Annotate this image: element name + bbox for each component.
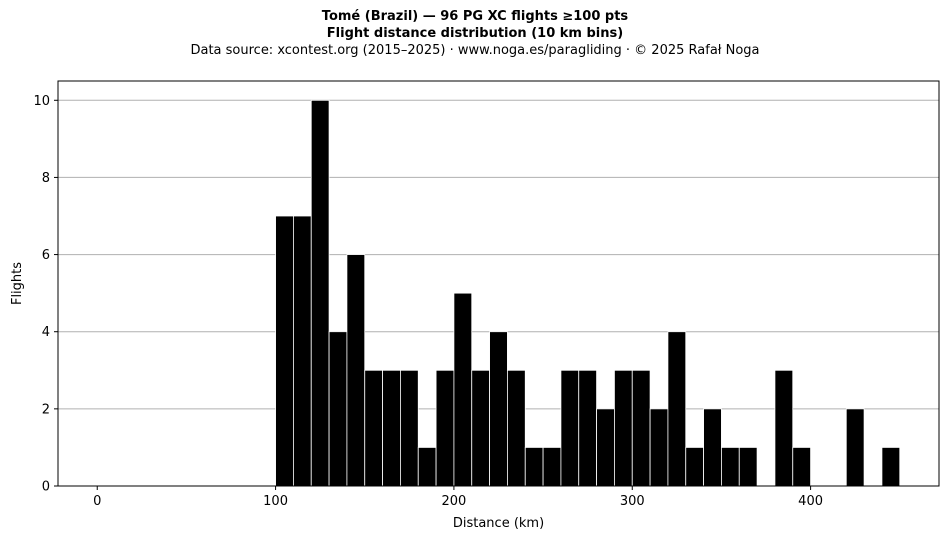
histogram-bar — [471, 369, 490, 487]
histogram-bar — [382, 369, 401, 487]
chart-title-block: Tomé (Brazil) — 96 PG XC flights ≥100 pt… — [0, 8, 950, 59]
y-tick-label: 4 — [42, 325, 50, 340]
histogram-bar — [703, 408, 722, 487]
histogram-bar — [400, 369, 419, 487]
x-tick-label: 200 — [442, 494, 467, 509]
histogram-bar — [649, 408, 669, 487]
histogram-bar — [578, 369, 597, 487]
x-tick-label: 0 — [93, 494, 101, 509]
chart-source: Data source: xcontest.org (2015–2025) · … — [190, 43, 760, 58]
x-tick-label: 100 — [263, 494, 288, 509]
chart-subtitle: Flight distance distribution (10 km bins… — [326, 26, 624, 41]
x-tick-label: 400 — [798, 494, 823, 509]
y-axis-ticks: 0 2 4 6 8 10 — [33, 94, 58, 495]
histogram-bar — [614, 369, 633, 487]
histogram-bar — [685, 447, 704, 487]
histogram-bar — [738, 447, 758, 487]
histogram-bar — [667, 331, 687, 487]
histogram-bar — [507, 369, 526, 487]
histogram-bar — [560, 369, 580, 487]
y-tick-label: 2 — [42, 402, 50, 417]
y-tick-label: 10 — [33, 94, 50, 109]
histogram-bar — [792, 447, 811, 487]
x-tick-label: 300 — [620, 494, 645, 509]
histogram-bar — [435, 369, 455, 487]
histogram-bar — [453, 292, 473, 487]
histogram-bar — [417, 447, 437, 487]
x-axis-label: Distance (km) — [453, 516, 544, 531]
y-axis-label: Flights — [10, 262, 25, 305]
histogram-bar — [774, 369, 794, 487]
histogram-bar — [596, 408, 615, 487]
y-tick-label: 8 — [42, 171, 50, 186]
histogram-bar — [489, 331, 508, 487]
histogram-bar — [721, 447, 740, 487]
histogram-bar — [310, 99, 330, 487]
histogram-bar — [542, 447, 562, 487]
histogram-bar — [881, 447, 901, 487]
x-axis-ticks: 0 100 200 300 400 — [93, 486, 823, 509]
histogram-bars — [275, 99, 901, 487]
histogram-bar — [845, 408, 865, 487]
histogram-bar — [631, 369, 651, 487]
histogram-bar — [346, 254, 366, 487]
histogram-bar — [293, 215, 312, 487]
histogram-bar — [328, 331, 348, 487]
chart-title: Tomé (Brazil) — 96 PG XC flights ≥100 pt… — [321, 9, 629, 24]
histogram-bar — [524, 447, 544, 487]
y-tick-label: 6 — [42, 248, 50, 263]
plot-frame — [57, 80, 940, 487]
histogram-bar — [364, 369, 383, 487]
y-tick-label: 0 — [42, 480, 50, 495]
histogram-bar — [275, 215, 294, 487]
